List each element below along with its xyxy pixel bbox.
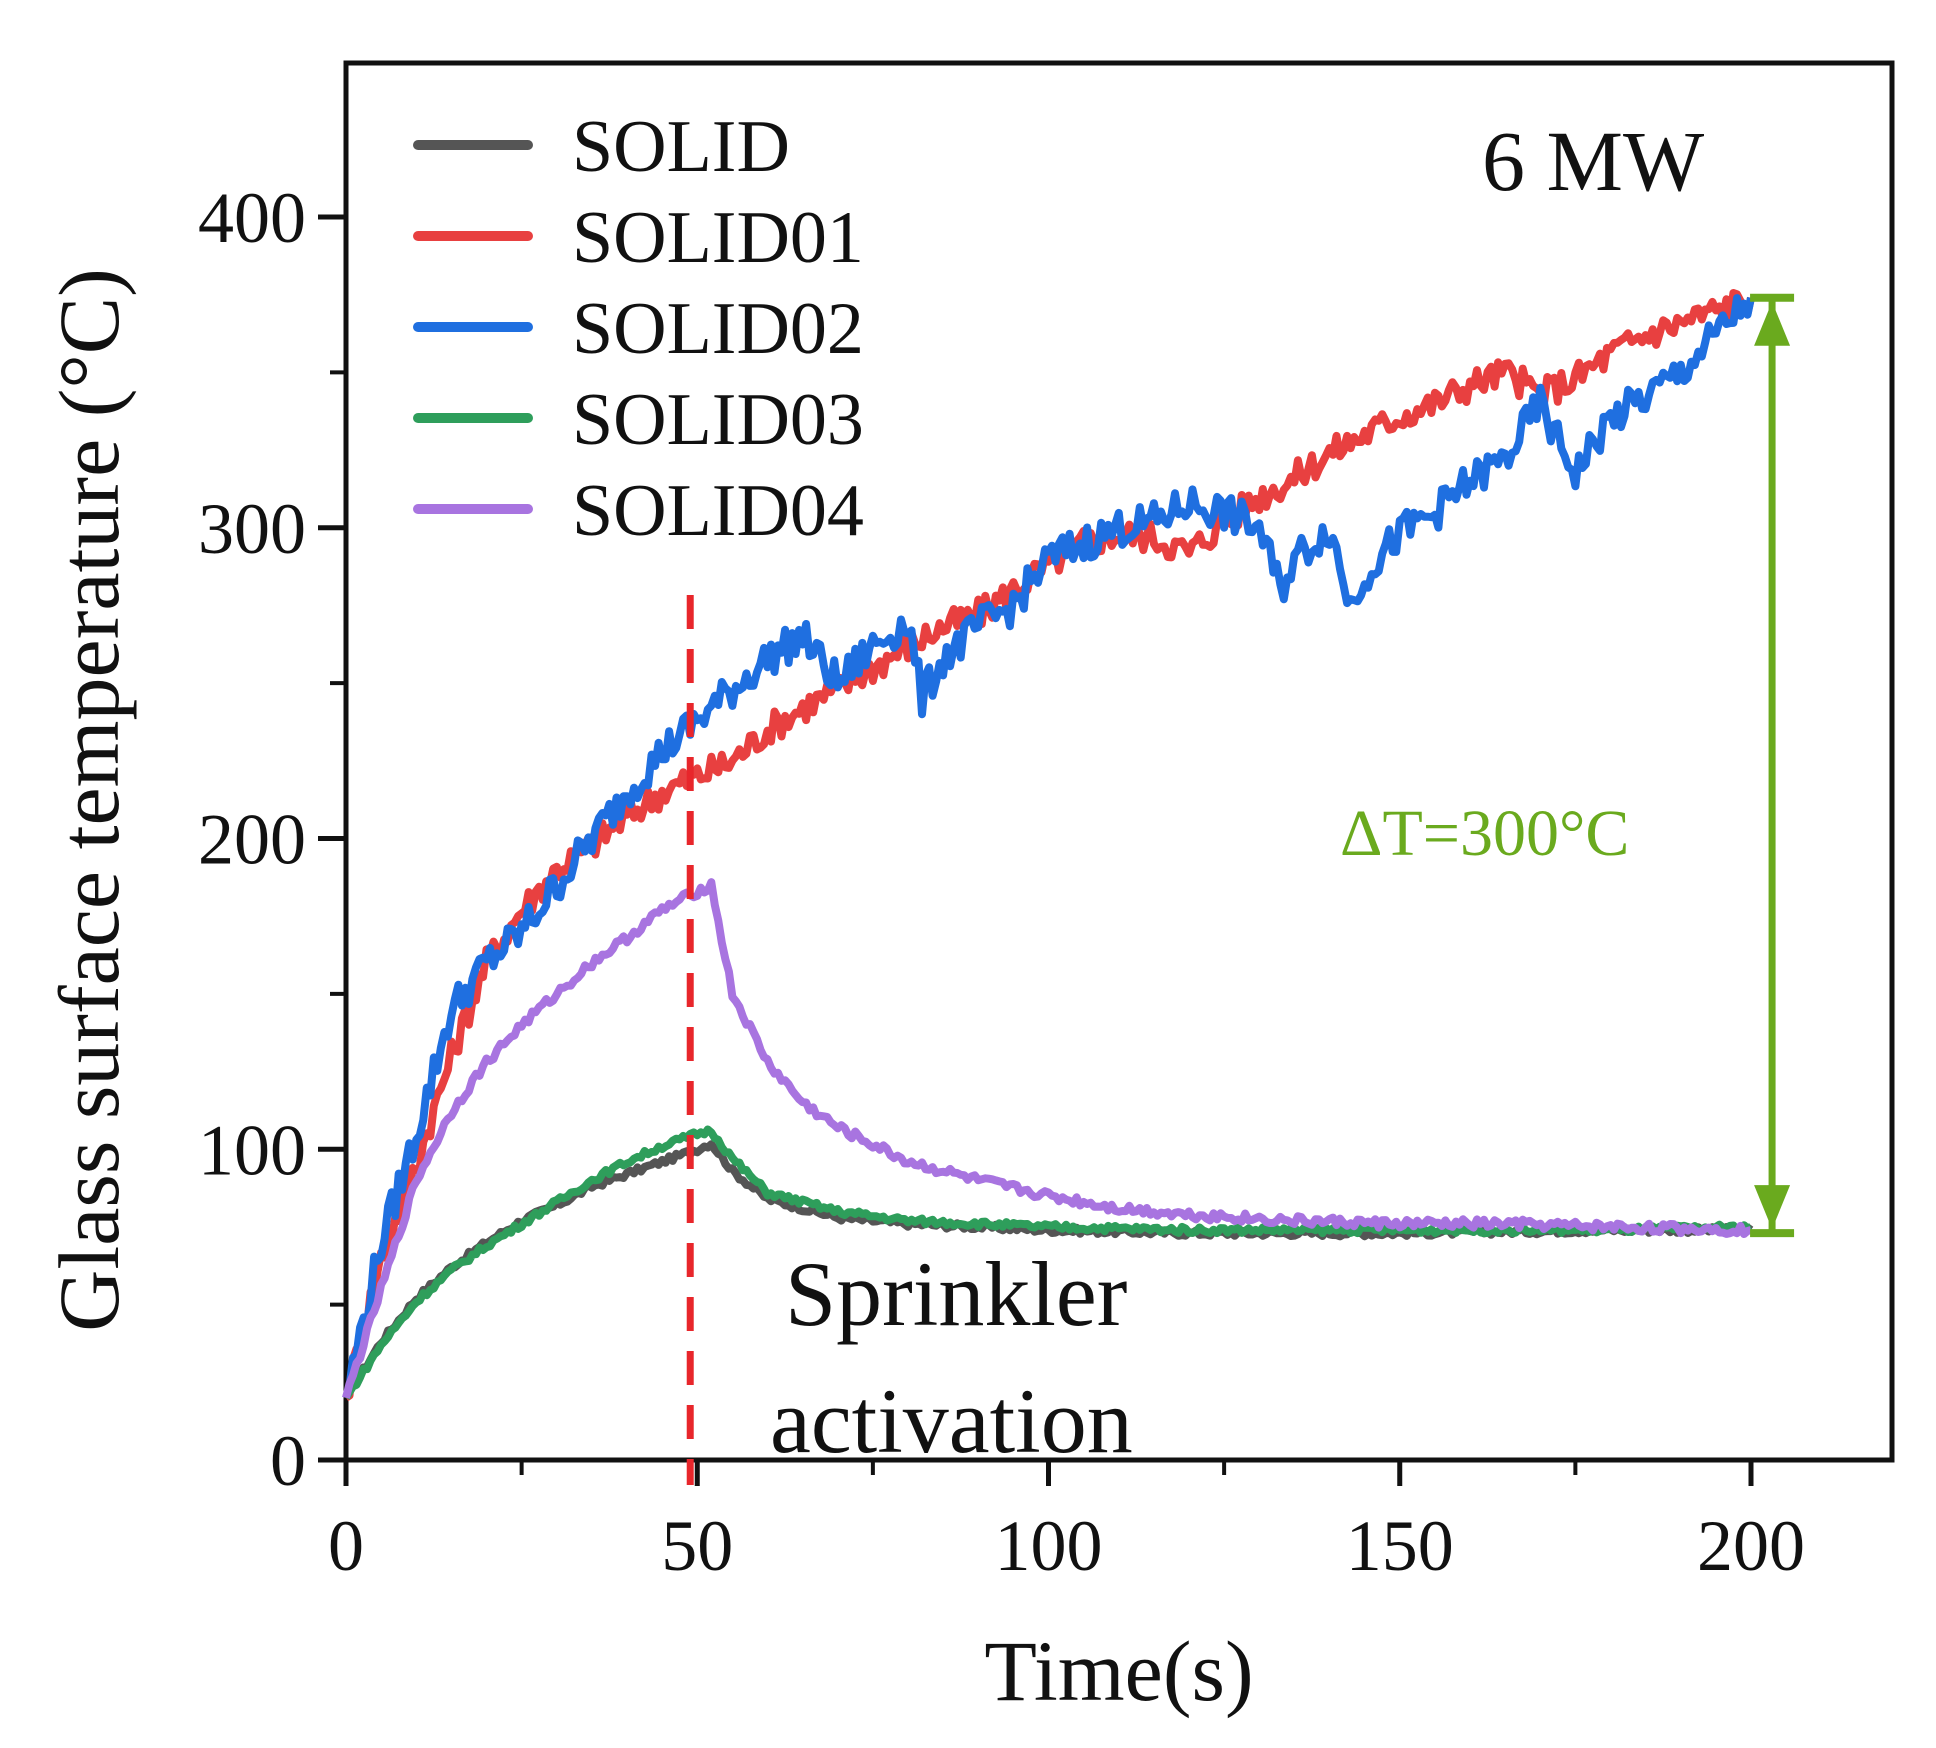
power-label: 6 MW: [1482, 113, 1704, 209]
x-axis-title: Time(s): [984, 1623, 1253, 1719]
delta-arrow-head-bottom: [1754, 1185, 1791, 1230]
x-tick-label: 200: [1697, 1506, 1805, 1586]
delta-t-label: ΔT=300°C: [1340, 797, 1629, 870]
y-tick-label: 200: [198, 800, 306, 880]
plot-frame: [343, 60, 1895, 1463]
legend: SOLID SOLID01 SOLID02 SOLID03 SOLID04: [413, 106, 864, 552]
legend-label-solid04: SOLID04: [572, 470, 864, 552]
y-tick-label: 0: [270, 1421, 306, 1501]
sprinkler-label-line2: activation: [770, 1370, 1133, 1472]
x-tick-label: 0: [328, 1506, 364, 1586]
sprinkler-label-line1: Sprinkler: [785, 1243, 1127, 1345]
y-tick-label: 100: [198, 1110, 306, 1190]
legend-label-solid03: SOLID03: [572, 379, 864, 461]
series-line-solid03: [342, 1125, 1753, 1400]
delta-t-arrow: [1750, 293, 1795, 1238]
legend-label-solid01: SOLID01: [572, 197, 864, 279]
delta-arrow-head-top: [1754, 301, 1791, 346]
y-axis-title: Glass surface temperature (°C): [41, 268, 137, 1332]
x-tick-label: 50: [661, 1506, 733, 1586]
x-axis: 0 50 100 150 200: [328, 1460, 1805, 1586]
legend-label-solid: SOLID: [572, 106, 790, 188]
series-line-solid04: [342, 878, 1753, 1399]
legend-label-solid02: SOLID02: [572, 288, 864, 370]
y-axis: 0 100 200 300 400: [198, 178, 346, 1501]
y-tick-label: 400: [198, 178, 306, 258]
series-line-solid02: [342, 294, 1755, 1400]
y-tick-label: 300: [198, 489, 306, 569]
x-tick-label: 100: [995, 1506, 1103, 1586]
x-tick-label: 150: [1346, 1506, 1454, 1586]
series-lines: [342, 289, 1755, 1402]
